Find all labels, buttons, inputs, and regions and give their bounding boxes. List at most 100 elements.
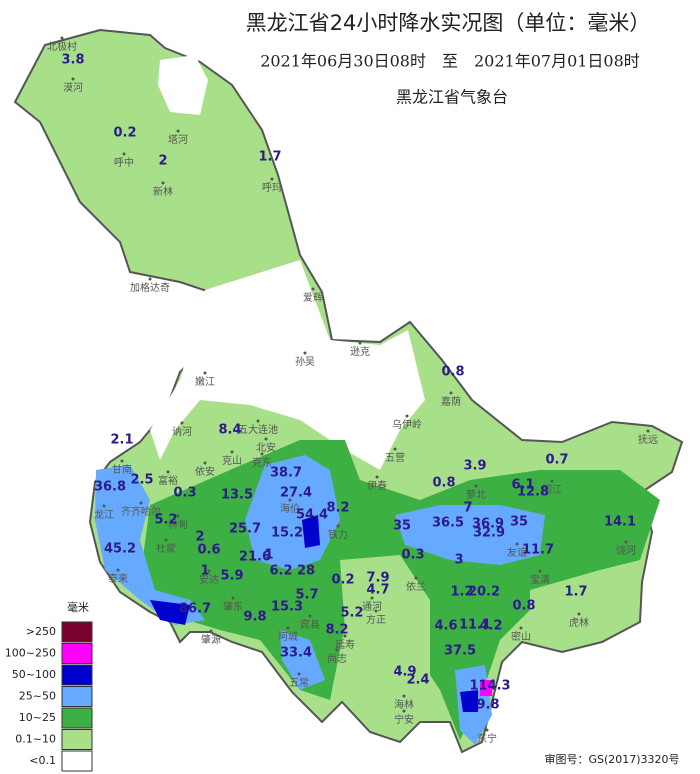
precipitation-value: 15.3: [271, 600, 303, 615]
legend-label: >250: [26, 625, 56, 638]
station-dot: [209, 629, 213, 633]
place-name: 呼玛: [262, 182, 282, 194]
place-name: 依兰: [406, 580, 426, 593]
rain-0.1-10: [530, 570, 630, 640]
place-name: 克东: [252, 456, 272, 469]
place-name: 阿城: [278, 631, 298, 643]
precipitation-value: 5.2: [340, 606, 363, 621]
precipitation-value: 4.9: [393, 665, 416, 680]
precipitation-value: 15.2: [271, 526, 303, 541]
rain-50-100: [302, 515, 320, 548]
legend-swatch: [61, 707, 93, 729]
station-dot: [402, 709, 406, 713]
precipitation-value: 45.2: [104, 542, 136, 557]
rain-50-100: [460, 690, 478, 712]
place-name: 宁安: [394, 713, 414, 726]
precipitation-value: 1: [200, 564, 209, 579]
precipitation-value: 27.4: [280, 486, 312, 501]
precipitation-value: 8.2: [326, 501, 349, 516]
legend-swatch: [61, 621, 93, 643]
station-dot: [335, 648, 339, 652]
station-dot: [414, 576, 418, 580]
station-dot: [230, 450, 234, 454]
place-name: 漠河: [63, 82, 83, 94]
station-dot: [519, 626, 523, 630]
precipitation-value: 114.3: [469, 679, 510, 694]
station-dot: [286, 626, 290, 630]
place-name: 林甸: [168, 518, 188, 531]
precipitation-value: 1: [264, 548, 273, 563]
precipitation-value: 2.4: [406, 673, 429, 688]
dry-area: [158, 55, 208, 115]
precipitation-value: 1.7: [258, 150, 281, 165]
station-dot: [180, 421, 184, 425]
station-dot: [374, 609, 378, 613]
station-dot: [538, 569, 542, 573]
place-name: 五大连池: [238, 423, 278, 436]
precipitation-value: 14.1: [604, 515, 636, 530]
period: 2021年06月30日08时 至 2021年07月01日08时: [260, 52, 640, 71]
map-title: 黑龙江省24小时降水实况图（单位：毫米）: [246, 11, 651, 35]
precipitation-value: 36.5: [432, 516, 464, 531]
station-dot: [260, 452, 264, 456]
rain-25-50: [395, 505, 545, 565]
precipitation-value: 6.1: [511, 478, 534, 493]
precipitation-value: 1.2: [450, 585, 473, 600]
precipitation-value: 38.7: [270, 466, 302, 481]
place-name: 讷河: [172, 425, 192, 438]
legend-label: <0.1: [29, 754, 56, 767]
precipitation-value: 0.2: [113, 126, 136, 141]
place-name: 延寿: [335, 638, 355, 651]
precipitation-value: 0.3: [173, 486, 196, 501]
station-dot: [203, 371, 207, 375]
legend: 毫米 >250 100~250 50~100 25~50 10~25 0.1~10 <0.1: [5, 600, 93, 772]
precipitation-value: 0.2: [331, 573, 354, 588]
place-name: 尚志: [327, 652, 347, 665]
station-dot: [375, 475, 379, 479]
issuer: 黑龙江省气象台: [396, 88, 508, 107]
precipitation-value: 20.2: [468, 585, 500, 600]
station-dot: [474, 484, 478, 488]
rain-0.1-10: [340, 555, 430, 700]
precipitation-value: 2: [158, 154, 167, 169]
rain-25-50: [280, 630, 325, 690]
place-name: 抚远: [638, 434, 658, 446]
rain-100-250: [480, 680, 492, 696]
station-dot: [71, 77, 75, 81]
precipitation-value: 0.3: [401, 548, 424, 563]
place-name: 嘉荫: [441, 395, 461, 408]
legend-swatch: [61, 643, 93, 664]
place-name: 北极村: [47, 40, 77, 53]
rain-25-50: [95, 465, 205, 625]
station-dot: [176, 514, 180, 518]
precipitation-labels: 3.8 0.2 2 1.7 0.8 2.1 8.4 3.9 0.7 36.8 2.5 0.3 13.5 3…: [61, 53, 636, 713]
station-dot: [370, 596, 374, 600]
place-name: 杜蒙: [156, 542, 176, 555]
place-name: 乌伊岭: [392, 418, 422, 431]
station-dot: [358, 341, 362, 345]
precipitation-value: 3.9: [463, 459, 486, 474]
place-name: 海伦: [280, 502, 300, 515]
precipitation-value: 6.2: [269, 564, 292, 579]
place-name: 铁力: [328, 528, 348, 541]
precipitation-value: 36.8: [94, 480, 126, 495]
legend-label: 50~100: [12, 668, 56, 681]
station-dot: [102, 504, 106, 508]
place-name: 伊春: [367, 480, 387, 492]
place-name: 宝清: [530, 573, 550, 586]
station-dot: [288, 498, 292, 502]
precipitation-value: 33.4: [280, 646, 312, 661]
place-name: 逊克: [350, 346, 370, 358]
precipitation-value: 9.8: [476, 698, 499, 713]
precipitation-value: 2: [195, 530, 204, 545]
station-dot: [311, 287, 315, 291]
station-dot: [231, 596, 235, 600]
legend-swatch: [61, 664, 93, 686]
station-dot: [139, 501, 143, 505]
station-dot: [264, 437, 268, 441]
place-name: 泰来: [108, 572, 128, 585]
station-dot: [148, 277, 152, 281]
place-name: 齐齐哈尔: [121, 505, 161, 518]
precipitation-value: 0.8: [432, 476, 455, 491]
place-name: 饶河: [616, 544, 636, 557]
